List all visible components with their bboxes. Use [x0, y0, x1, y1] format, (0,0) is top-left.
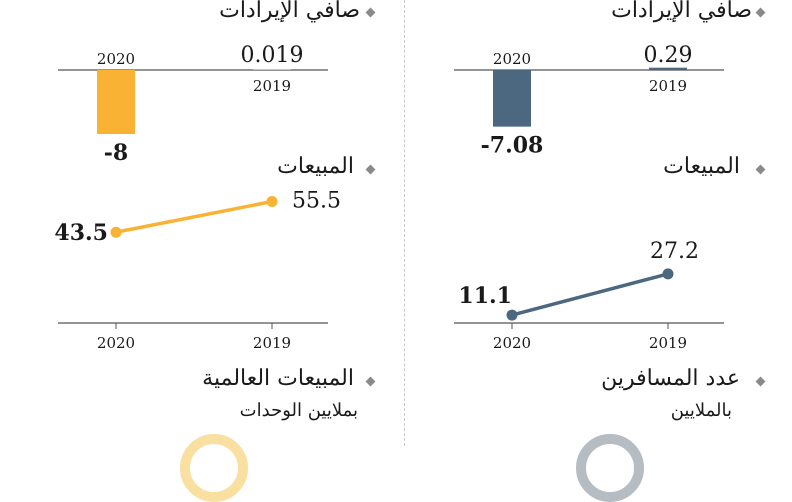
x-tick-label-2020: 2020 — [97, 334, 135, 352]
value-label-2020: -7.08 — [481, 133, 544, 159]
category-label-2019: 2019 — [649, 77, 687, 95]
series-line — [510, 272, 670, 317]
right-sales-heading: المبيعات — [663, 154, 740, 179]
category-label-2020: 2020 — [97, 50, 135, 68]
right-donut-chart-partial — [576, 434, 644, 502]
left-panel: صافي الإيرادات 2020 -8 2019 0.019 المبيعات … — [0, 0, 396, 502]
diamond-bullet-icon — [755, 376, 766, 387]
category-label-2020: 2020 — [493, 50, 531, 68]
panel-divider — [404, 0, 405, 446]
x-tick-label-2019: 2019 — [649, 334, 687, 352]
right-footer-subheading: بالملايين — [670, 400, 732, 421]
right-revenue-chart: 2020 -7.08 2019 0.29 — [454, 43, 724, 159]
bar-2019 — [649, 67, 687, 70]
diamond-bullet-icon — [365, 376, 376, 387]
point-2019 — [266, 196, 278, 208]
left-footer-subheading: بملايين الوحدات — [239, 400, 358, 421]
diamond-bullet-icon — [365, 164, 376, 175]
value-label-2020: 11.1 — [458, 283, 512, 309]
point-2020 — [110, 226, 122, 238]
x-tick-label-2020: 2020 — [493, 334, 531, 352]
left-revenue-chart: 2020 -8 2019 0.019 — [58, 43, 328, 166]
bar-2020 — [97, 70, 135, 134]
point-2020 — [506, 309, 518, 321]
right-footer-heading: عدد المسافرين — [601, 366, 740, 391]
value-label-2019: 0.29 — [644, 43, 693, 68]
right-sales-chart: 2020 2019 11.1 27.2 — [454, 239, 724, 352]
bar-2019 — [253, 69, 291, 70]
right-panel: صافي الإيرادات 2020 -7.08 2019 0.29 المبيعا… — [396, 0, 792, 502]
value-label-2019: 0.019 — [241, 43, 304, 68]
left-sales-chart: 2020 2019 43.5 55.5 — [54, 189, 341, 352]
left-donut-chart-partial — [180, 434, 248, 502]
left-footer-heading: المبيعات العالمية — [202, 366, 354, 391]
diamond-bullet-icon — [755, 7, 766, 18]
value-label-2019: 27.2 — [650, 239, 699, 264]
value-label-2019: 55.5 — [292, 189, 341, 214]
right-revenue-heading: صافي الإيرادات — [611, 0, 752, 23]
value-label-2020: 43.5 — [54, 220, 108, 246]
diamond-bullet-icon — [755, 164, 766, 175]
category-label-2019: 2019 — [253, 77, 291, 95]
left-sales-heading: المبيعات — [277, 154, 354, 179]
point-2019 — [662, 268, 674, 280]
bar-2020 — [493, 70, 531, 127]
value-label-2020: -8 — [104, 140, 128, 166]
left-revenue-heading: صافي الإيرادات — [219, 0, 360, 23]
diamond-bullet-icon — [365, 7, 376, 18]
series-line — [114, 199, 274, 234]
x-tick-label-2019: 2019 — [253, 334, 291, 352]
